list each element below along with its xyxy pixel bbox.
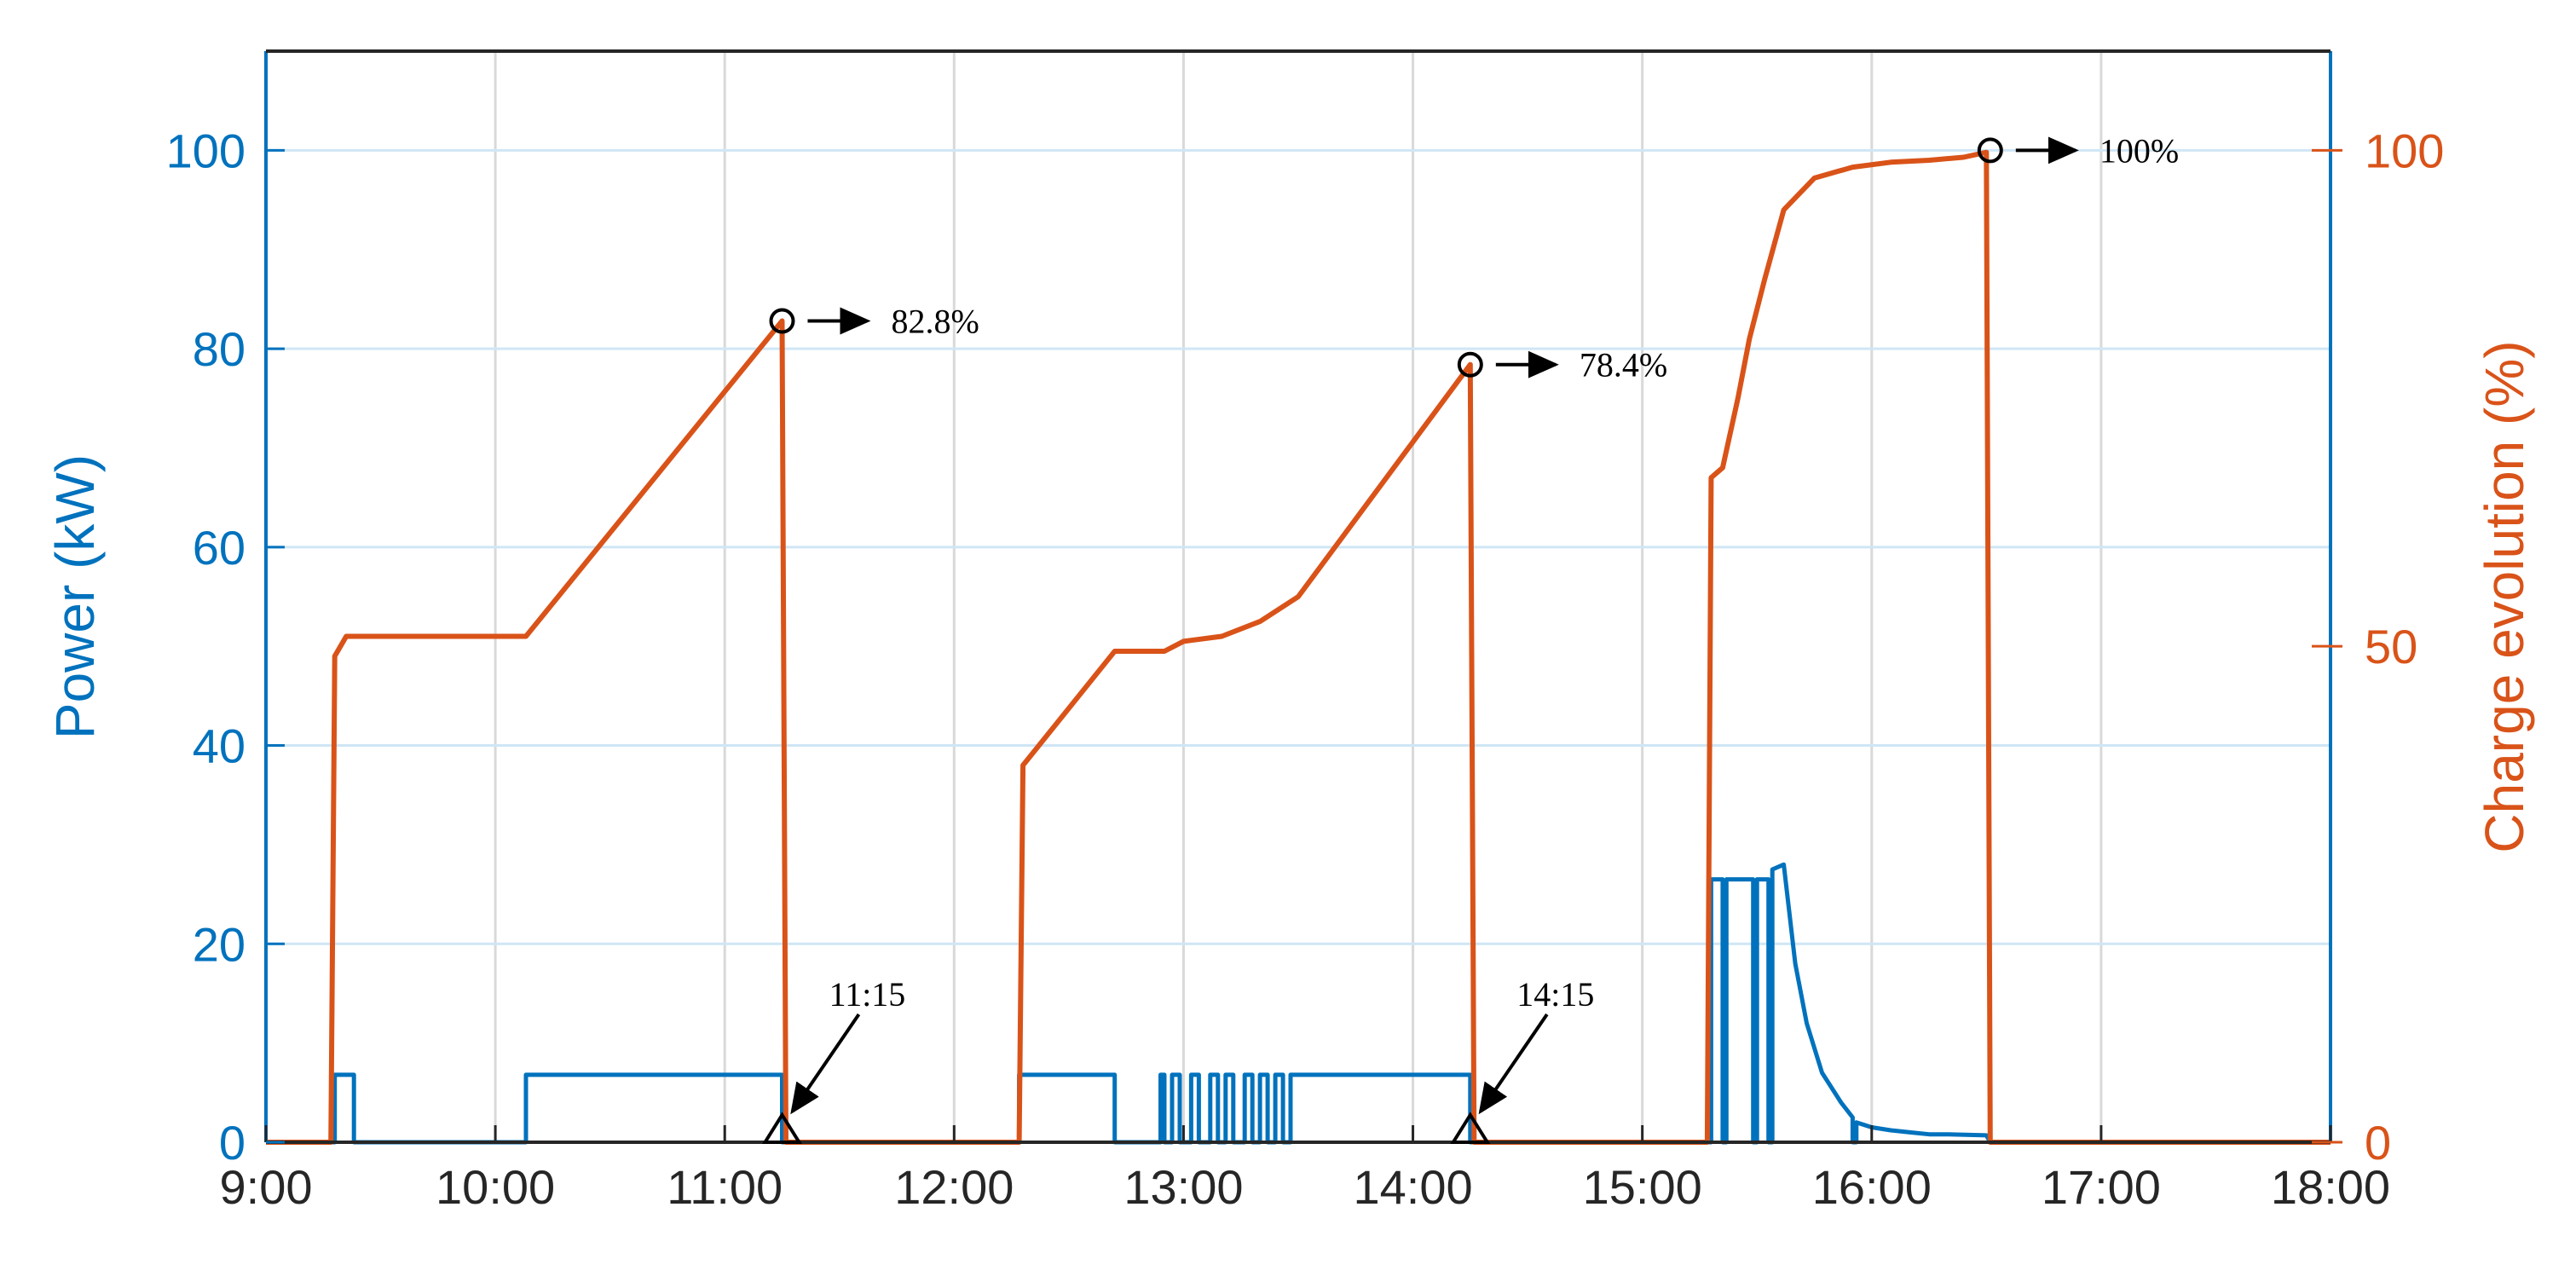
x-tick-label: 17:00: [2042, 1160, 2161, 1214]
right-axis-title: Charge evolution (%): [2474, 340, 2535, 852]
annotation-layer: 82.8% 78.4% 100% 11:15 14:15: [761, 131, 2179, 1144]
charge-series-line: [266, 149, 2331, 1145]
x-tick-label: 18:00: [2271, 1160, 2390, 1214]
x-tick-label: 11:00: [667, 1160, 783, 1214]
peak-marker: [1977, 137, 2003, 164]
right-tick-label: 100: [2365, 124, 2444, 177]
end-time-label: 11:15: [829, 975, 906, 1014]
left-tick-label: 100: [166, 124, 245, 177]
right-tick-label: 0: [2365, 1116, 2391, 1170]
end-time-arrow: [1478, 1013, 1549, 1115]
left-tick-label: 80: [193, 322, 245, 376]
x-tick-label: 12:00: [894, 1160, 1014, 1214]
left-tick-label: 60: [193, 521, 245, 575]
series-layer: [266, 149, 2331, 1145]
end-time-marker: [761, 1112, 803, 1144]
left-axis-title: Power (kW): [44, 454, 106, 739]
tick-layer: 9:00 10:00 11:00 12:00 13:00 14:00 15:00 16:00 1…: [166, 124, 2445, 1214]
x-tick-label: 9:00: [220, 1160, 313, 1214]
right-tick-label: 50: [2365, 620, 2417, 673]
peak-marker: [1457, 351, 1483, 378]
peak-label: 82.8%: [892, 303, 979, 341]
left-tick-label: 20: [193, 917, 245, 971]
peak-marker: [769, 308, 795, 334]
x-tick-label: 10:00: [436, 1160, 555, 1214]
peak-label: 100%: [2099, 131, 2179, 170]
x-tick-label: 14:00: [1353, 1160, 1472, 1214]
x-tick-label: 15:00: [1583, 1160, 1702, 1214]
x-tick-label: 16:00: [1812, 1160, 1932, 1214]
end-time-label: 14:15: [1516, 975, 1594, 1014]
peak-label: 78.4%: [1580, 346, 1667, 384]
axes-layer: [264, 49, 2332, 1144]
left-tick-label: 0: [219, 1116, 245, 1170]
end-time-marker: [1450, 1112, 1491, 1144]
power-series-line: [266, 862, 2331, 1145]
left-tick-label: 40: [193, 719, 245, 773]
end-time-arrow: [790, 1013, 861, 1115]
x-tick-label: 13:00: [1123, 1160, 1243, 1214]
